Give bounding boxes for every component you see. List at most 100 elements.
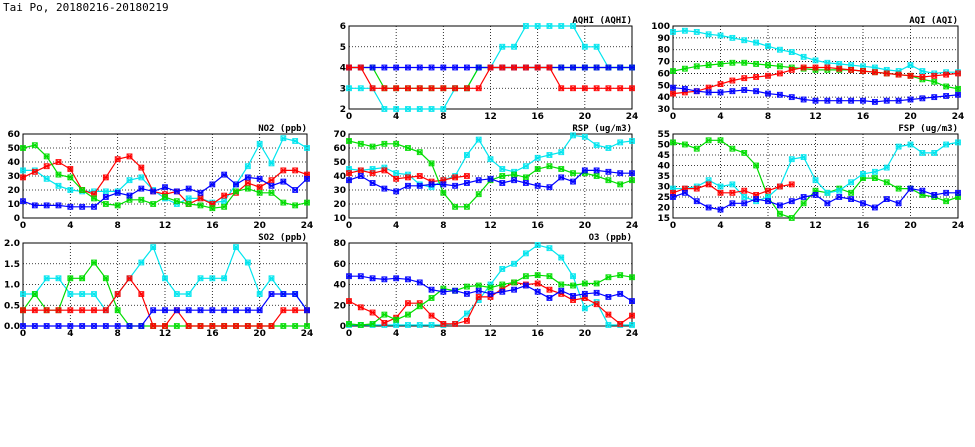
data-point-marker <box>706 62 712 68</box>
data-point-marker <box>32 307 38 313</box>
data-point-marker <box>605 294 611 300</box>
data-point-marker <box>67 204 73 210</box>
data-point-marker <box>729 88 735 94</box>
x-tick-label: 8 <box>765 221 771 231</box>
data-point-marker <box>452 204 458 210</box>
data-point-marker <box>429 85 435 91</box>
y-tick-label: 60 <box>657 69 670 79</box>
data-point-marker <box>476 288 482 294</box>
chart-title: NO2 (ppb) <box>258 124 307 134</box>
data-point-marker <box>138 186 144 191</box>
series-day3 <box>20 142 310 212</box>
data-point-marker <box>245 323 251 329</box>
data-point-marker <box>198 203 203 208</box>
x-tick-label: 16 <box>531 329 544 339</box>
data-point-marker <box>115 323 121 329</box>
data-point-marker <box>464 204 470 210</box>
data-point-marker <box>570 283 576 288</box>
data-point-marker <box>127 323 132 329</box>
data-point-marker <box>429 287 435 293</box>
data-point-marker <box>91 291 97 297</box>
data-point-marker <box>233 323 239 329</box>
x-tick-label: 4 <box>67 329 73 339</box>
data-point-marker <box>558 255 564 260</box>
data-point-marker <box>694 146 700 152</box>
data-point-marker <box>777 184 783 189</box>
data-point-marker <box>405 106 411 112</box>
data-point-marker <box>56 159 61 165</box>
data-point-marker <box>955 190 961 196</box>
x-tick-label: 24 <box>626 221 639 231</box>
y-tick-label: 35 <box>657 172 670 182</box>
data-point-marker <box>511 261 517 267</box>
data-point-marker <box>594 168 600 173</box>
data-point-marker <box>718 184 723 189</box>
data-point-marker <box>476 65 482 70</box>
data-point-marker <box>706 205 712 210</box>
chart-title: AQI (AQI) <box>909 16 958 26</box>
data-point-marker <box>221 275 227 281</box>
data-point-marker <box>245 175 251 180</box>
data-point-marker <box>464 311 470 316</box>
data-point-marker <box>257 184 263 190</box>
data-point-marker <box>150 307 156 313</box>
x-tick-label: 0 <box>346 329 352 339</box>
data-point-marker <box>174 291 180 297</box>
x-tick-label: 4 <box>393 221 399 231</box>
data-point-marker <box>801 194 807 200</box>
data-point-marker <box>417 280 423 285</box>
data-point-marker <box>582 85 588 91</box>
data-point-marker <box>79 275 85 281</box>
data-point-marker <box>44 154 50 159</box>
data-point-marker <box>393 65 399 70</box>
data-point-marker <box>594 301 600 307</box>
data-point-marker <box>884 71 890 76</box>
data-point-marker <box>824 65 830 70</box>
x-tick-label: 16 <box>857 112 870 122</box>
data-point-marker <box>56 203 61 208</box>
y-tick-label: 50 <box>7 144 20 154</box>
data-point-marker <box>729 182 735 187</box>
data-point-marker <box>558 288 564 294</box>
data-point-marker <box>813 177 818 183</box>
data-point-marker <box>706 31 712 37</box>
data-point-marker <box>103 194 109 200</box>
data-point-marker <box>405 175 411 180</box>
data-point-marker <box>729 78 735 83</box>
x-tick-label: 8 <box>440 329 446 339</box>
data-point-marker <box>440 182 446 187</box>
data-point-marker <box>860 171 866 177</box>
data-point-marker <box>381 168 387 173</box>
data-point-marker <box>476 294 482 300</box>
data-point-marker <box>535 65 541 70</box>
data-point-marker <box>162 194 168 200</box>
data-point-marker <box>605 177 611 183</box>
data-point-marker <box>753 61 759 67</box>
data-point-marker <box>103 175 109 180</box>
data-point-marker <box>346 321 352 327</box>
x-tick-label: 4 <box>393 112 399 122</box>
data-point-marker <box>393 322 399 328</box>
data-point-marker <box>245 180 251 186</box>
data-point-marker <box>269 323 274 329</box>
x-tick-label: 16 <box>857 221 870 231</box>
data-point-marker <box>605 85 611 91</box>
data-point-marker <box>908 97 913 102</box>
data-point-marker <box>150 201 156 207</box>
data-point-marker <box>405 65 411 70</box>
data-point-marker <box>257 291 263 297</box>
data-point-marker <box>919 150 925 156</box>
data-point-marker <box>79 323 85 329</box>
chart-no2: 0 10 20 30 40 50 60 0 4 8 12 16 20 24 NO2 (ppb) <box>7 124 313 231</box>
data-point-marker <box>777 71 783 76</box>
data-point-marker <box>872 69 878 75</box>
data-point-marker <box>836 66 842 72</box>
data-point-marker <box>884 179 890 185</box>
data-point-marker <box>20 291 26 297</box>
data-point-marker <box>393 106 399 112</box>
y-tick-label: 0.0 <box>4 322 20 332</box>
data-point-marker <box>682 86 688 92</box>
y-tick-label: 10 <box>7 200 20 210</box>
y-tick-label: 6 <box>340 22 346 32</box>
